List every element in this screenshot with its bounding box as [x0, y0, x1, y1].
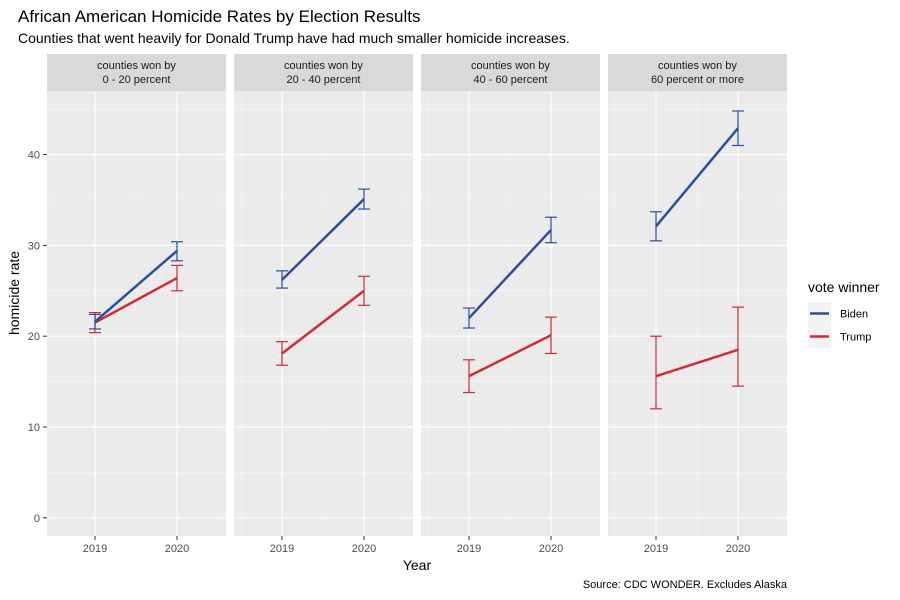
chart-subtitle: Counties that went heavily for Donald Tr… — [18, 30, 570, 46]
series-line-biden — [655, 127, 739, 228]
y-tick-label: 20 — [28, 331, 40, 343]
x-tick-label: 2019 — [270, 543, 294, 555]
y-tick-label: 10 — [28, 422, 40, 434]
strip-background — [47, 54, 226, 91]
chart-title: African American Homicide Rates by Elect… — [18, 7, 421, 26]
y-axis-title: homicide rate — [6, 251, 22, 335]
x-tick-label: 2019 — [457, 543, 481, 555]
x-tick-label: 2019 — [644, 543, 668, 555]
y-tick-label: 40 — [28, 150, 40, 162]
series-line-trump — [281, 289, 365, 355]
y-tick-label: 0 — [34, 513, 40, 525]
strip-background — [421, 54, 600, 91]
strip-label: counties won by — [284, 60, 363, 72]
facet-panel: counties won by 60 percent or more 2019 202… — [608, 54, 787, 555]
series-line-biden — [281, 198, 365, 281]
x-tick-label: 2019 — [83, 543, 107, 555]
x-axis-title: Year — [403, 557, 432, 573]
chart-caption: Source: CDC WONDER. Excludes Alaska — [583, 579, 788, 591]
strip-label: 20 - 40 percent — [287, 74, 361, 86]
panel-background — [608, 91, 787, 536]
strip-label: 0 - 20 percent — [103, 74, 171, 86]
facet-panel: counties won by 20 - 40 percent 2019 2020 — [234, 54, 413, 555]
strip-label: 60 percent or more — [651, 74, 744, 86]
strip-background — [608, 54, 787, 91]
legend-label-trump: Trump — [840, 332, 871, 344]
y-axis: 0 10 20 30 40 — [28, 150, 47, 525]
x-tick-label: 2020 — [165, 543, 189, 555]
strip-label: counties won by — [471, 60, 550, 72]
series-line-trump — [655, 348, 739, 378]
legend: vote winner Biden Trump — [808, 279, 880, 348]
legend-title: vote winner — [808, 279, 880, 295]
series-line-trump — [94, 276, 178, 324]
x-tick-label: 2020 — [539, 543, 563, 555]
strip-label: 40 - 60 percent — [474, 74, 548, 86]
panel-background — [421, 91, 600, 536]
legend-label-biden: Biden — [840, 309, 868, 321]
x-tick-label: 2020 — [726, 543, 750, 555]
series-line-biden — [468, 229, 552, 319]
y-tick-label: 30 — [28, 240, 40, 252]
strip-label: counties won by — [658, 60, 737, 72]
panel-background — [47, 91, 226, 536]
strip-label: counties won by — [97, 60, 176, 72]
strip-background — [234, 54, 413, 91]
series-line-biden — [94, 249, 178, 323]
panel-background — [234, 91, 413, 536]
facet-panel: counties won by 40 - 60 percent 2019 2020 — [421, 54, 600, 555]
x-tick-label: 2020 — [352, 543, 376, 555]
facet-panel: counties won by 0 - 20 percent 2019 2020 — [47, 54, 226, 555]
series-line-trump — [468, 334, 552, 378]
